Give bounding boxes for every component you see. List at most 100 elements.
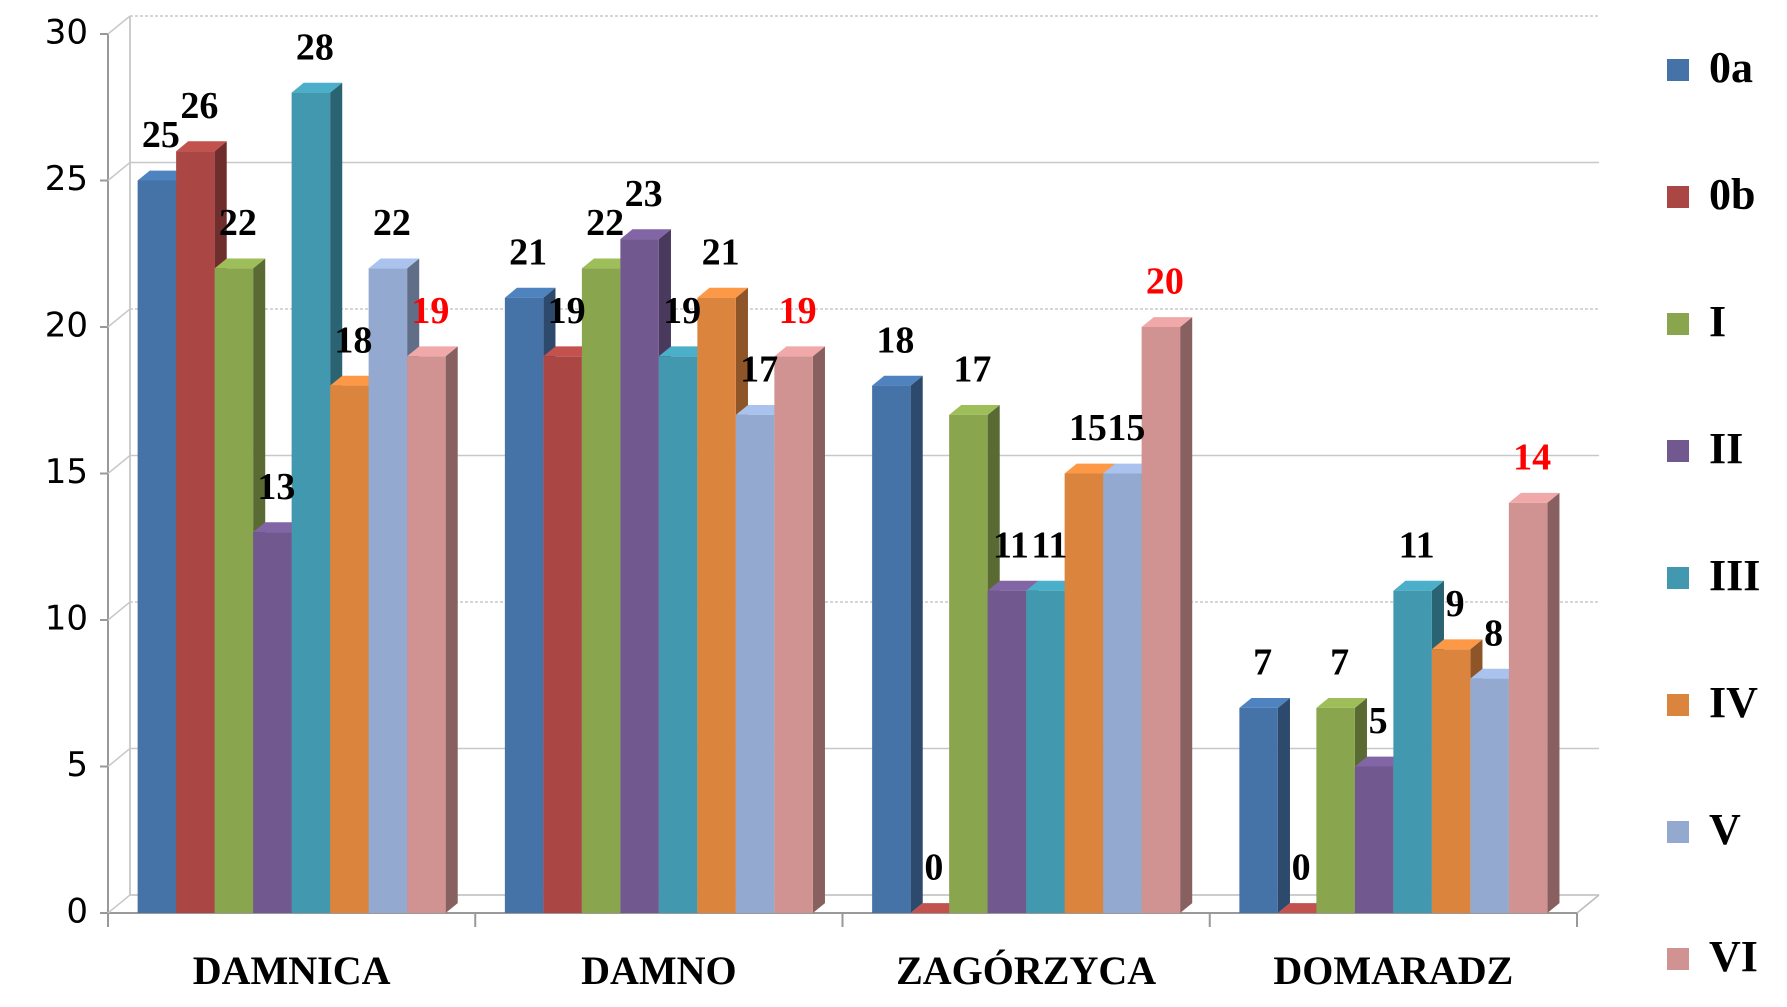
grid-line-side [107, 15, 131, 35]
bar-top [620, 229, 671, 240]
bar [291, 92, 331, 914]
bar-top [1508, 492, 1560, 503]
bar-top [1393, 580, 1444, 591]
data-label: 5 [1369, 700, 1388, 742]
bar-side [1547, 492, 1560, 913]
bar-top [137, 170, 189, 181]
bar-top [176, 141, 227, 152]
data-label: 19 [548, 290, 586, 332]
data-label: 11 [1031, 524, 1067, 566]
grid-line-side [107, 308, 131, 328]
bar-top [1141, 317, 1193, 327]
bar-top [214, 258, 266, 269]
legend-swatch [1667, 694, 1689, 716]
bar-top [1470, 668, 1521, 679]
bar-top [1277, 903, 1329, 913]
bar-top [697, 287, 748, 298]
bar-top [1431, 639, 1483, 650]
y-tick-label: 10 [45, 599, 88, 639]
bar-top [1064, 463, 1116, 474]
data-label: 18 [334, 319, 372, 361]
bar [735, 414, 775, 913]
bar-side [910, 375, 923, 913]
legend-swatch [1667, 440, 1689, 462]
bar [1239, 707, 1278, 913]
bar-top [910, 903, 962, 913]
bar [774, 356, 813, 913]
legend-label: I [1709, 297, 1726, 346]
data-label: 17 [953, 349, 991, 391]
bar-top [1103, 463, 1154, 474]
bar-top [774, 346, 825, 357]
y-tick-label: 25 [45, 159, 88, 199]
bar [407, 356, 446, 913]
bar [1064, 473, 1104, 913]
data-label: 21 [509, 231, 547, 273]
bar-top [543, 346, 594, 357]
data-label: 9 [1446, 583, 1465, 625]
data-label: 26 [180, 85, 218, 127]
legend-swatch [1667, 948, 1689, 970]
y-tick-label: 15 [45, 452, 88, 492]
bar-top [330, 375, 381, 386]
floor-right [1576, 894, 1600, 914]
bar-side [812, 346, 825, 913]
legend-label: VI [1709, 932, 1758, 981]
x-tick-label: ZAGÓRZYCA [896, 948, 1156, 993]
grid-line-side [107, 894, 131, 914]
data-label: 23 [625, 173, 663, 215]
y-tick-label: 0 [66, 892, 88, 932]
legend-label: III [1709, 551, 1760, 600]
bar-top [581, 258, 633, 269]
bar [176, 151, 215, 913]
bar-top [407, 346, 458, 357]
data-label: 7 [1330, 642, 1349, 684]
bar [1470, 678, 1509, 913]
grid-line-side [107, 601, 131, 621]
bar [330, 385, 369, 914]
bar [1026, 590, 1065, 913]
bar-top [504, 287, 556, 298]
legend-label: II [1709, 424, 1743, 473]
bar [697, 297, 736, 913]
bar [1103, 473, 1142, 913]
y-tick-label: 20 [45, 306, 88, 346]
bar [1316, 707, 1355, 913]
bar-side [445, 346, 458, 913]
data-label: 21 [702, 231, 740, 273]
bar-top [1354, 756, 1406, 767]
bar-top [253, 522, 304, 533]
bar [987, 590, 1027, 913]
bar-top [735, 405, 787, 415]
bar [1393, 590, 1432, 913]
x-tick-label: DOMARADZ [1273, 948, 1513, 993]
x-tick-label: DAMNICA [193, 948, 391, 993]
bar-top [949, 405, 1000, 415]
data-label: 8 [1484, 612, 1503, 654]
data-label: 15 [1069, 407, 1107, 449]
data-label: 13 [257, 466, 295, 508]
bar [872, 385, 911, 914]
data-label: 15 [1107, 407, 1145, 449]
data-label: 28 [296, 26, 334, 68]
data-label: 25 [142, 114, 180, 156]
data-label: 14 [1513, 437, 1551, 479]
data-label: 19 [411, 290, 449, 332]
data-label: 19 [663, 290, 701, 332]
legend-label: 0a [1709, 43, 1753, 92]
data-label: 22 [586, 202, 624, 244]
bar [253, 532, 292, 913]
bar-top [1239, 698, 1290, 708]
bar-top [987, 580, 1039, 591]
legend-swatch [1667, 186, 1689, 208]
legend-swatch [1667, 313, 1689, 335]
bar [368, 268, 408, 913]
bar [620, 239, 659, 914]
bar [581, 268, 621, 913]
data-label: 11 [993, 524, 1029, 566]
bar [504, 297, 544, 913]
grid-line-side [107, 161, 131, 182]
legend-label: V [1709, 805, 1741, 854]
